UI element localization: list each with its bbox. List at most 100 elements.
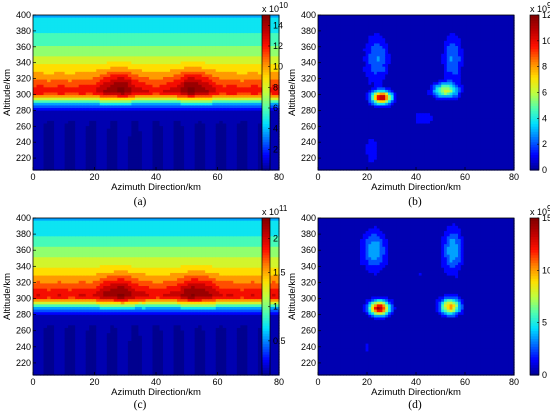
heatmap-cell <box>127 141 132 145</box>
heatmap-cell <box>40 120 45 125</box>
heatmap-cell <box>106 164 111 169</box>
heatmap-cell <box>148 128 154 132</box>
heatmap-cell <box>54 46 59 50</box>
heatmap-cell <box>68 97 73 101</box>
heatmap-cell <box>54 139 59 143</box>
heatmap-cell <box>113 89 118 94</box>
heatmap-cell <box>198 33 203 37</box>
heatmap-cell <box>212 71 217 76</box>
heatmap-cell <box>159 79 164 83</box>
heatmap-cell <box>113 118 118 122</box>
heatmap-cell <box>177 38 182 42</box>
heatmap-cell <box>61 51 66 55</box>
heatmap-cell <box>106 128 111 132</box>
heatmap-cell <box>36 131 41 135</box>
heatmap-cell <box>33 84 38 88</box>
heatmap-cell <box>50 71 55 76</box>
heatmap-cell <box>54 20 59 24</box>
heatmap-cell <box>96 136 101 140</box>
heatmap-cell <box>215 146 220 150</box>
heatmap-cell <box>89 66 94 70</box>
heatmap-cell <box>127 164 132 169</box>
heatmap-cell <box>75 35 80 39</box>
heatmap-cell <box>148 115 154 119</box>
heatmap-cell <box>50 53 55 57</box>
heatmap-cell <box>82 100 87 104</box>
heatmap-cell <box>124 58 129 63</box>
heatmap-cell <box>148 71 154 76</box>
heatmap-cell <box>110 133 115 138</box>
heatmap-cell <box>173 43 178 47</box>
heatmap-cell <box>99 157 104 161</box>
heatmap-cell <box>163 89 168 94</box>
heatmap-cell <box>156 102 161 107</box>
heatmap-cell <box>43 20 48 24</box>
heatmap-cell <box>78 61 83 65</box>
heatmap-cell <box>170 128 175 132</box>
heatmap-cell <box>170 151 175 156</box>
heatmap-cell <box>75 164 80 169</box>
heatmap-cell <box>75 126 80 130</box>
heatmap-cell <box>215 149 220 153</box>
heatmap-cell <box>152 84 157 88</box>
heatmap-cell <box>156 30 161 34</box>
heatmap-cell <box>205 136 210 140</box>
heatmap-cell <box>156 25 161 29</box>
heatmap-cell <box>43 141 48 145</box>
heatmap-cell <box>166 95 171 99</box>
heatmap-cell <box>82 92 87 96</box>
heatmap-cell <box>138 79 143 83</box>
heatmap-cell <box>212 58 217 63</box>
heatmap-cell <box>61 30 66 34</box>
heatmap-cell <box>187 136 192 140</box>
heatmap-cell <box>78 157 83 161</box>
heatmap-cell <box>134 108 140 112</box>
heatmap-cell <box>138 74 143 78</box>
heatmap-cell <box>208 53 213 57</box>
heatmap-cell <box>141 66 147 70</box>
heatmap-cell <box>75 100 80 104</box>
heatmap-cell <box>40 164 45 169</box>
heatmap-cell <box>163 74 168 78</box>
heatmap-cell <box>141 35 147 39</box>
heatmap-cell <box>163 30 168 34</box>
heatmap-cell <box>152 22 157 26</box>
heatmap-cell <box>64 25 69 29</box>
heatmap-cell <box>184 84 189 88</box>
heatmap-cell <box>159 33 164 37</box>
heatmap-cell <box>61 151 66 156</box>
heatmap-cell <box>184 48 189 52</box>
heatmap-cell <box>166 48 171 52</box>
heatmap-cell <box>113 167 118 171</box>
heatmap-cell <box>173 141 178 145</box>
heatmap-cell <box>187 48 192 52</box>
heatmap-cell <box>166 56 171 60</box>
heatmap-cell <box>120 102 125 107</box>
heatmap-cell <box>33 154 38 158</box>
heatmap-cell <box>103 61 108 65</box>
heatmap-cell <box>120 74 125 78</box>
heatmap-cell <box>117 123 122 127</box>
heatmap-cell <box>173 136 178 140</box>
heatmap-cell <box>47 151 52 156</box>
heatmap-cell <box>127 48 132 52</box>
heatmap-cell <box>141 82 147 86</box>
heatmap-cell <box>57 146 62 150</box>
heatmap-cell <box>138 48 143 52</box>
heatmap-cell <box>148 133 154 138</box>
heatmap-cell <box>198 105 203 109</box>
colorbar-tick-label: 10 <box>273 62 283 72</box>
heatmap-cell <box>198 79 203 83</box>
heatmap-cell <box>212 17 217 21</box>
heatmap-cell <box>75 159 80 163</box>
heatmap-cell <box>152 139 157 143</box>
heatmap-cell <box>184 58 189 63</box>
heatmap-cell <box>54 146 59 150</box>
heatmap-cell <box>173 66 178 70</box>
heatmap-cell <box>33 71 38 76</box>
heatmap-cell <box>205 151 210 156</box>
heatmap-cell <box>36 20 41 24</box>
heatmap-cell <box>187 149 192 153</box>
heatmap-cell <box>208 69 213 73</box>
heatmap-cell <box>166 15 171 19</box>
